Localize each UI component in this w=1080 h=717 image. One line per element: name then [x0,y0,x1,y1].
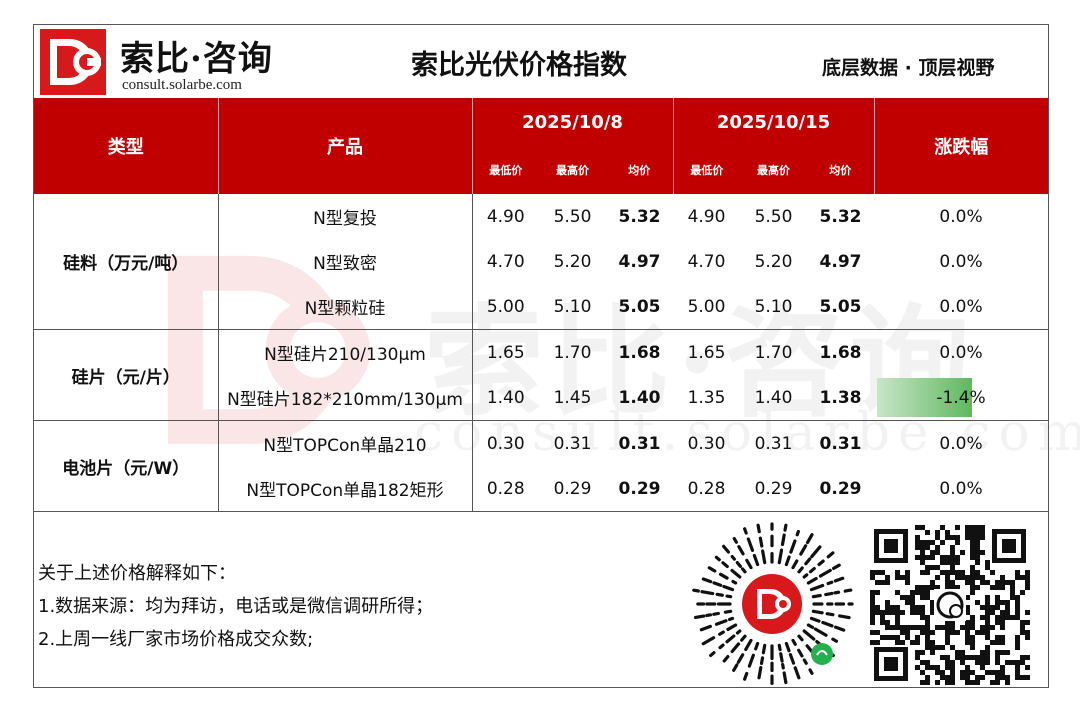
d1-min-cell: 0.28 [472,466,539,512]
d1-avg-cell: 5.32 [618,206,661,227]
table-row: 硅料（万元/吨） N型复投 4.90 5.50 5.32 4.90 5.50 5… [34,194,1048,330]
d1-min-cell: 1.40 [472,375,539,421]
col-d1-max: 最高价 [539,146,606,194]
product-cell: N型颗粒硅 [218,284,473,330]
col-d1-avg: 均价 [606,146,674,194]
product-cell: N型硅片182*210mm/130μm [218,375,473,421]
d2-avg-cell: 0.29 [807,466,875,512]
page-title: 索比光伏价格指数 [411,50,627,81]
d2-min-cell: 0.28 [673,466,741,512]
notes-intro: 关于上述价格解释如下： [38,563,236,584]
d2-avg-cell: 5.32 [819,206,862,227]
d1-avg-cell: 1.40 [606,375,674,421]
d2-max-cell: 5.10 [740,284,808,330]
d1-max-cell: 5.50 [553,206,592,227]
category-cell: 电池片（元/W） [34,420,219,512]
col-change: 涨跌幅 [874,98,1049,194]
table-row: N型颗粒硅 5.00 5.10 5.05 5.00 5.10 5.05 0.0% [34,284,1049,330]
col-d2-min: 最低价 [673,146,741,194]
d2-max-cell: 5.20 [754,251,793,272]
col-date-2: 2025/10/15 [673,98,875,146]
product-cell: N型TOPCon单晶182矩形 [218,466,473,512]
d2-min-cell: 5.00 [673,284,741,330]
change-cell: -1.4% [874,375,1049,421]
d2-max-cell: 0.31 [754,433,793,454]
slogan: 底层数据 · 顶层视野 [822,57,995,79]
d1-avg-cell: 1.68 [618,342,661,363]
d2-min-cell: 4.70 [687,251,726,272]
d1-max-cell: 0.31 [553,433,592,454]
d2-avg-cell: 5.05 [807,284,875,330]
solarbe-logo-icon [40,29,106,95]
notes: 关于上述价格解释如下： 1.数据来源：均为拜访，电话或是微信调研所得； 2.上周… [38,557,433,656]
change-cell: 0.0% [939,342,983,363]
col-d2-avg: 均价 [807,146,875,194]
d1-avg-cell: 5.05 [606,284,674,330]
d2-min-cell: 1.65 [687,342,726,363]
d1-max-cell: 1.70 [553,342,592,363]
d1-max-cell: 1.45 [539,375,606,421]
d2-max-cell: 0.29 [740,466,808,512]
product-cell: N型复投 [218,194,473,239]
price-index-card: 索比·咨询 consult.solarbe.com 索比光伏价格指数 底层数据 … [33,24,1080,688]
price-table: 类型 产品 2025/10/8 2025/10/15 涨跌幅 最低价 最高价 均… [34,98,1049,512]
change-data-bar [877,378,973,417]
d2-avg-cell: 0.31 [819,433,862,454]
category-cell: 硅料（万元/吨） [34,194,219,330]
col-type: 类型 [34,98,219,194]
change-cell: 0.0% [939,251,983,272]
product-cell: N型TOPCon单晶210 [218,420,473,466]
d1-max-cell: 5.20 [553,251,592,272]
table-row: N型TOPCon单晶182矩形 0.28 0.29 0.29 0.28 0.29… [34,466,1049,512]
d2-max-cell: 1.70 [754,342,793,363]
subheader-row: 最低价 最高价 均价 最低价 最高价 均价 [34,146,1048,194]
d1-min-cell: 4.70 [486,251,525,272]
d2-avg-cell: 4.97 [819,251,862,272]
d1-min-cell: 0.30 [486,433,525,454]
d1-max-cell: 0.29 [539,466,606,512]
product-cell: N型致密 [218,239,473,284]
wechat-qr-code-icon[interactable] [870,525,1030,685]
brand-name: 索比·咨询 [120,39,273,79]
d1-min-cell: 5.00 [472,284,539,330]
table-row: N型致密 4.70 5.20 4.97 4.70 5.20 4.97 0.0% [34,239,1048,284]
d1-avg-cell: 0.31 [618,433,661,454]
d1-min-cell: 1.65 [486,342,525,363]
header: 索比·咨询 consult.solarbe.com 索比光伏价格指数 底层数据 … [34,25,1048,97]
d2-min-cell: 1.35 [673,375,741,421]
d1-max-cell: 5.10 [539,284,606,330]
col-d1-min: 最低价 [472,146,539,194]
product-cell: N型硅片210/130μm [218,329,473,375]
d2-max-cell: 1.40 [740,375,808,421]
col-date-1: 2025/10/8 [472,98,674,146]
table-row: 硅片（元/片） N型硅片210/130μm 1.65 1.70 1.68 1.6… [34,329,1048,421]
notes-item-1: 1.数据来源：均为拜访，电话或是微信调研所得； [38,596,434,617]
d2-avg-cell: 1.38 [807,375,875,421]
change-cell: 0.0% [874,466,1049,512]
brand-url: consult.solarbe.com [122,77,242,93]
table-row: 电池片（元/W） N型TOPCon单晶210 0.30 0.31 0.31 0.… [34,420,1048,512]
d2-max-cell: 5.50 [754,206,793,227]
notes-item-2: 2.上周一线厂家市场价格成交众数; [38,629,314,650]
d2-min-cell: 4.90 [687,206,726,227]
d2-min-cell: 0.30 [687,433,726,454]
d2-avg-cell: 1.68 [819,342,862,363]
change-cell: 0.0% [874,284,1049,330]
col-d2-max: 最高价 [740,146,808,194]
d1-min-cell: 4.90 [486,206,525,227]
d1-avg-cell: 4.97 [618,251,661,272]
change-value: -1.4% [936,387,986,408]
header-row: 类型 产品 2025/10/8 2025/10/15 涨跌幅 [34,98,1049,194]
table-row: N型硅片182*210mm/130μm 1.40 1.45 1.40 1.35 … [34,375,1049,421]
d1-avg-cell: 0.29 [606,466,674,512]
change-cell: 0.0% [939,433,983,454]
col-product: 产品 [218,98,473,194]
miniprogram-code-icon[interactable] [689,521,855,687]
change-cell: 0.0% [939,206,983,227]
category-cell: 硅片（元/片） [34,329,219,421]
